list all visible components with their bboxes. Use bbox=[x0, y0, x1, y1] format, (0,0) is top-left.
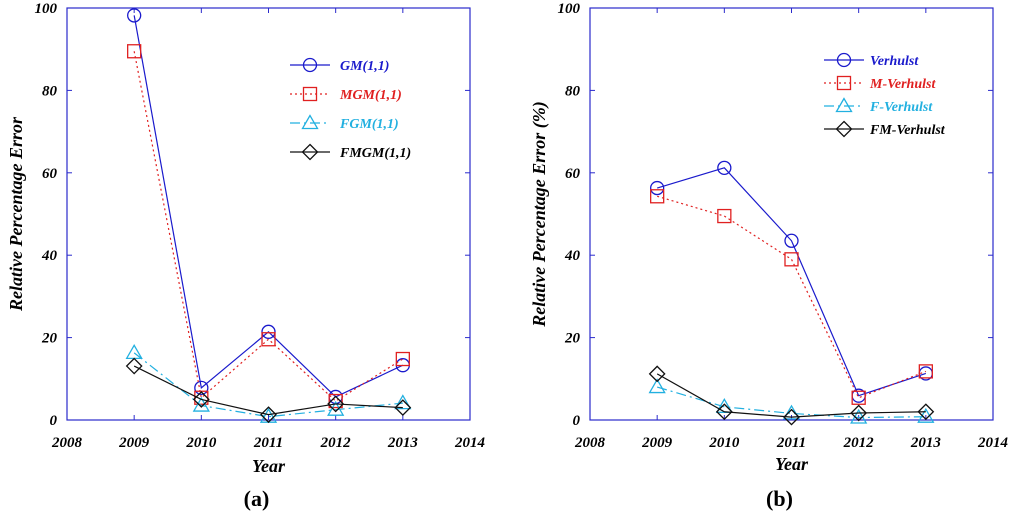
legend-marker-circle bbox=[836, 52, 852, 68]
data-point-triangle bbox=[648, 378, 666, 394]
legend-marker-square bbox=[836, 75, 852, 91]
series-line-diamond bbox=[656, 373, 926, 418]
y-tick-label: 80 bbox=[42, 83, 58, 99]
legend-marker-square bbox=[302, 86, 318, 102]
data-point-diamond bbox=[327, 395, 345, 413]
series-line-square bbox=[656, 195, 927, 399]
data-point-square bbox=[261, 332, 276, 347]
series-line-circle bbox=[656, 167, 927, 397]
x-axis-label: Year bbox=[775, 454, 809, 474]
y-tick-label: 60 bbox=[565, 166, 581, 182]
panel-label-letter: a bbox=[251, 486, 262, 511]
plot-frame bbox=[589, 7, 994, 421]
data-point-circle bbox=[784, 233, 799, 248]
x-tick-label: 2010 bbox=[185, 435, 217, 451]
legend-marker-diamond bbox=[835, 120, 853, 138]
data-point-circle bbox=[650, 180, 665, 196]
legend-label: F-Verhulst bbox=[869, 100, 933, 115]
x-tick-label: 2010 bbox=[708, 435, 740, 451]
legend-label: FMGM(1,1) bbox=[339, 146, 411, 161]
series-line-triangle bbox=[656, 386, 926, 419]
y-tick-label: 100 bbox=[35, 1, 58, 17]
legend-label: Verhulst bbox=[870, 54, 919, 69]
panel-label-paren: ) bbox=[262, 486, 269, 511]
x-tick-label: 2013 bbox=[910, 435, 942, 451]
data-point-diamond bbox=[783, 408, 800, 426]
legend-marker-triangle bbox=[301, 114, 319, 130]
y-axis-label: Relative Percentage Error bbox=[6, 116, 26, 312]
chart-panel-b: 2008 2009 2010 2011 2012 2013 2014 0 20 40 60 80 100… bbox=[529, 1, 1009, 511]
x-tick-label: 2009 bbox=[118, 435, 150, 451]
legend-label: GM(1,1) bbox=[340, 59, 389, 74]
legend-marker-circle bbox=[302, 57, 318, 73]
data-point-square bbox=[717, 208, 732, 224]
y-axis-label: Relative Percentage Error (%) bbox=[529, 101, 550, 327]
legend-label: MGM(1,1) bbox=[339, 88, 402, 103]
x-tick-label: 2012 bbox=[320, 435, 352, 451]
series-line-diamond bbox=[133, 365, 403, 416]
panel-label-paren: ( bbox=[766, 486, 773, 511]
panel-label-paren: ) bbox=[786, 486, 793, 511]
legend-marker-triangle bbox=[835, 97, 853, 113]
series-line-triangle bbox=[133, 352, 403, 418]
data-point-square bbox=[784, 252, 799, 267]
x-tick-label: 2013 bbox=[387, 435, 419, 451]
x-tick-label: 2011 bbox=[776, 435, 806, 451]
y-tick-label: 80 bbox=[565, 83, 581, 99]
legend-label: FM-Verhulst bbox=[869, 123, 946, 138]
y-tick-label: 60 bbox=[42, 166, 58, 182]
x-tick-label: 2011 bbox=[253, 435, 283, 451]
data-point-diamond bbox=[260, 406, 277, 424]
x-axis-label: Year bbox=[252, 456, 286, 476]
series-line-square bbox=[133, 51, 404, 402]
y-tick-label: 20 bbox=[564, 331, 581, 347]
y-tick-label: 40 bbox=[564, 248, 581, 264]
x-tick-label: 2014 bbox=[977, 435, 1009, 451]
data-point-square bbox=[918, 364, 933, 379]
data-point-square bbox=[395, 351, 410, 367]
data-point-diamond bbox=[715, 403, 733, 421]
data-point-square bbox=[328, 393, 343, 409]
legend-marker-diamond bbox=[301, 143, 319, 161]
data-point-circle bbox=[717, 160, 732, 176]
data-point-diamond bbox=[850, 404, 868, 422]
data-point-diamond bbox=[917, 403, 935, 421]
data-point-triangle bbox=[192, 396, 210, 412]
data-point-square bbox=[650, 189, 665, 204]
x-tick-label: 2014 bbox=[454, 435, 486, 451]
data-point-triangle bbox=[394, 394, 412, 410]
panel-label-letter: b bbox=[773, 486, 785, 511]
legend-label: M-Verhulst bbox=[869, 77, 936, 92]
y-tick-label: 100 bbox=[558, 1, 581, 17]
x-tick-label: 2012 bbox=[843, 435, 875, 451]
panel-label-paren: ( bbox=[244, 486, 251, 511]
data-point-circle bbox=[261, 324, 276, 339]
data-point-square bbox=[127, 44, 142, 59]
data-point-circle bbox=[194, 380, 209, 396]
x-tick-label: 2009 bbox=[641, 435, 673, 451]
panel-label: (b) bbox=[766, 486, 793, 511]
panel-label: (a) bbox=[244, 486, 270, 511]
y-tick-label: 40 bbox=[41, 248, 58, 264]
x-tick-label: 2008 bbox=[51, 435, 83, 451]
x-tick-label: 2008 bbox=[574, 435, 606, 451]
data-point-diamond bbox=[125, 357, 143, 375]
y-tick-label: 20 bbox=[41, 331, 58, 347]
data-point-diamond bbox=[192, 390, 210, 408]
data-point-square bbox=[851, 390, 866, 405]
data-point-diamond bbox=[394, 399, 412, 417]
data-point-circle bbox=[127, 8, 142, 23]
y-tick-label: 0 bbox=[573, 413, 581, 429]
y-tick-label: 0 bbox=[50, 413, 58, 429]
chart-panel-a: 2008 2009 2010 2011 2012 2013 2014 0 20 40 60 80 100… bbox=[6, 1, 486, 511]
data-point-triangle bbox=[782, 404, 801, 420]
data-point-diamond bbox=[648, 365, 666, 383]
legend-label: FGM(1,1) bbox=[339, 117, 399, 132]
data-point-triangle bbox=[327, 400, 345, 416]
